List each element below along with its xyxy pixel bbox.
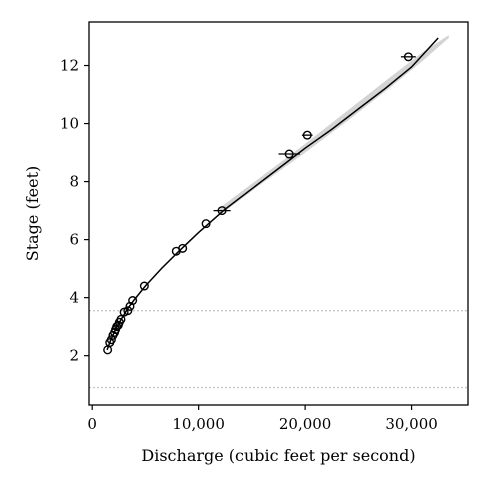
x-tick-label-2: 20,000 <box>279 415 332 433</box>
measurement-point-2 <box>106 335 116 345</box>
measurement-marker-19 <box>284 149 294 159</box>
measurement-marker-20 <box>302 130 312 140</box>
measurement-marker-18 <box>217 206 227 216</box>
measurement-point-21 <box>400 52 416 62</box>
measurement-point-19 <box>278 149 300 159</box>
rating-curve-line <box>106 37 439 351</box>
y-tick-label-3: 8 <box>69 173 79 191</box>
measurement-marker-11 <box>123 306 133 316</box>
y-axis-ticks: 2 4 6 8 10 12 <box>60 57 89 365</box>
x-axis-ticks: 0 10,000 20,000 30,000 <box>87 405 438 433</box>
x-axis-label: Discharge (cubic feet per second) <box>141 446 415 465</box>
measurement-points-layer <box>103 52 416 355</box>
uncertainty-band-layer <box>219 35 449 215</box>
measurement-marker-9 <box>116 314 126 324</box>
measurement-marker-16 <box>178 243 188 253</box>
measurement-marker-13 <box>128 296 138 306</box>
measurement-point-9 <box>116 314 126 324</box>
measurement-marker-21 <box>403 52 413 62</box>
measurement-point-20 <box>301 130 313 140</box>
y-tick-label-0: 2 <box>69 347 79 365</box>
measurement-marker-17 <box>201 219 211 229</box>
reference-lines <box>89 310 468 389</box>
y-tick-label-1: 4 <box>69 289 79 307</box>
measurement-point-17 <box>201 219 211 229</box>
measurement-marker-2 <box>106 335 116 345</box>
measurement-point-18 <box>213 206 231 216</box>
x-tick-label-0: 0 <box>87 415 97 433</box>
measurement-point-13 <box>128 296 138 306</box>
x-tick-label-3: 30,000 <box>385 415 438 433</box>
uncertainty-band <box>219 35 449 215</box>
plot-frame <box>88 21 469 406</box>
rating-curve-layer <box>106 37 439 351</box>
y-tick-label-2: 6 <box>69 231 79 249</box>
x-tick-label-1: 10,000 <box>172 415 225 433</box>
y-tick-label-4: 10 <box>60 115 79 133</box>
y-tick-label-5: 12 <box>60 57 79 75</box>
measurement-marker-14 <box>139 281 149 291</box>
measurement-point-14 <box>139 281 149 291</box>
y-axis-label: Stage (feet) <box>23 166 42 262</box>
measurement-point-11 <box>123 306 133 316</box>
measurement-point-16 <box>178 243 188 253</box>
